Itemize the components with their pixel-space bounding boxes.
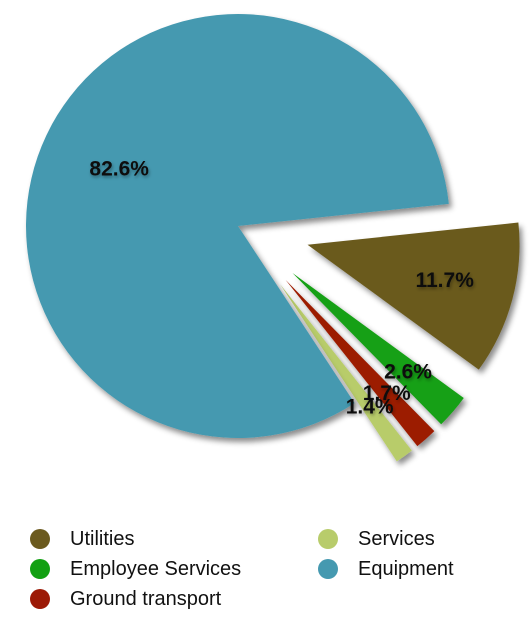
legend-item-employee-services: Employee Services (30, 558, 318, 580)
pie-chart: 11.7% 2.6% 1.7% 1.4% 82.6% (26, 14, 520, 462)
pie-slice-ground-transport (285, 279, 435, 447)
legend-label-equipment: Equipment (358, 557, 454, 580)
pie-chart-svg: 11.7% 2.6%1.7%1.4% 82.6% (26, 14, 520, 462)
slice-label-utilities: 11.7% (415, 269, 474, 292)
legend-label-employee-services: Employee Services (70, 557, 242, 580)
pie-slice-services (280, 284, 412, 462)
pie-slice-equipment (26, 14, 449, 439)
legend-item-services: Services (318, 528, 508, 550)
slice-label-equipment: 82.6% (89, 157, 149, 180)
legend-swatch-services (318, 529, 338, 549)
legend-label-utilities: Utilities (70, 527, 135, 550)
slice-label-ground-transport: 1.7% (363, 382, 411, 405)
chart-legend: Utilities Services Employee Services Equipm… (30, 528, 510, 610)
pie-slice-employee-services (292, 273, 464, 425)
legend-item-utilities: Utilities (30, 528, 318, 550)
legend-item-equipment: Equipment (318, 558, 508, 580)
slice-label-services: 1.4% (346, 396, 394, 419)
slice-label-employee-services: 2.6% (384, 360, 432, 383)
legend-swatch-employee-services (30, 559, 50, 579)
legend-swatch-ground-transport (30, 589, 50, 609)
legend-label-ground-transport: Ground transport (70, 587, 222, 610)
legend-swatch-utilities (30, 529, 50, 549)
legend-label-services: Services (358, 527, 435, 550)
pie-slice-utilities (307, 222, 520, 370)
legend-item-ground-transport: Ground transport (30, 588, 318, 610)
legend-swatch-equipment (318, 559, 338, 579)
